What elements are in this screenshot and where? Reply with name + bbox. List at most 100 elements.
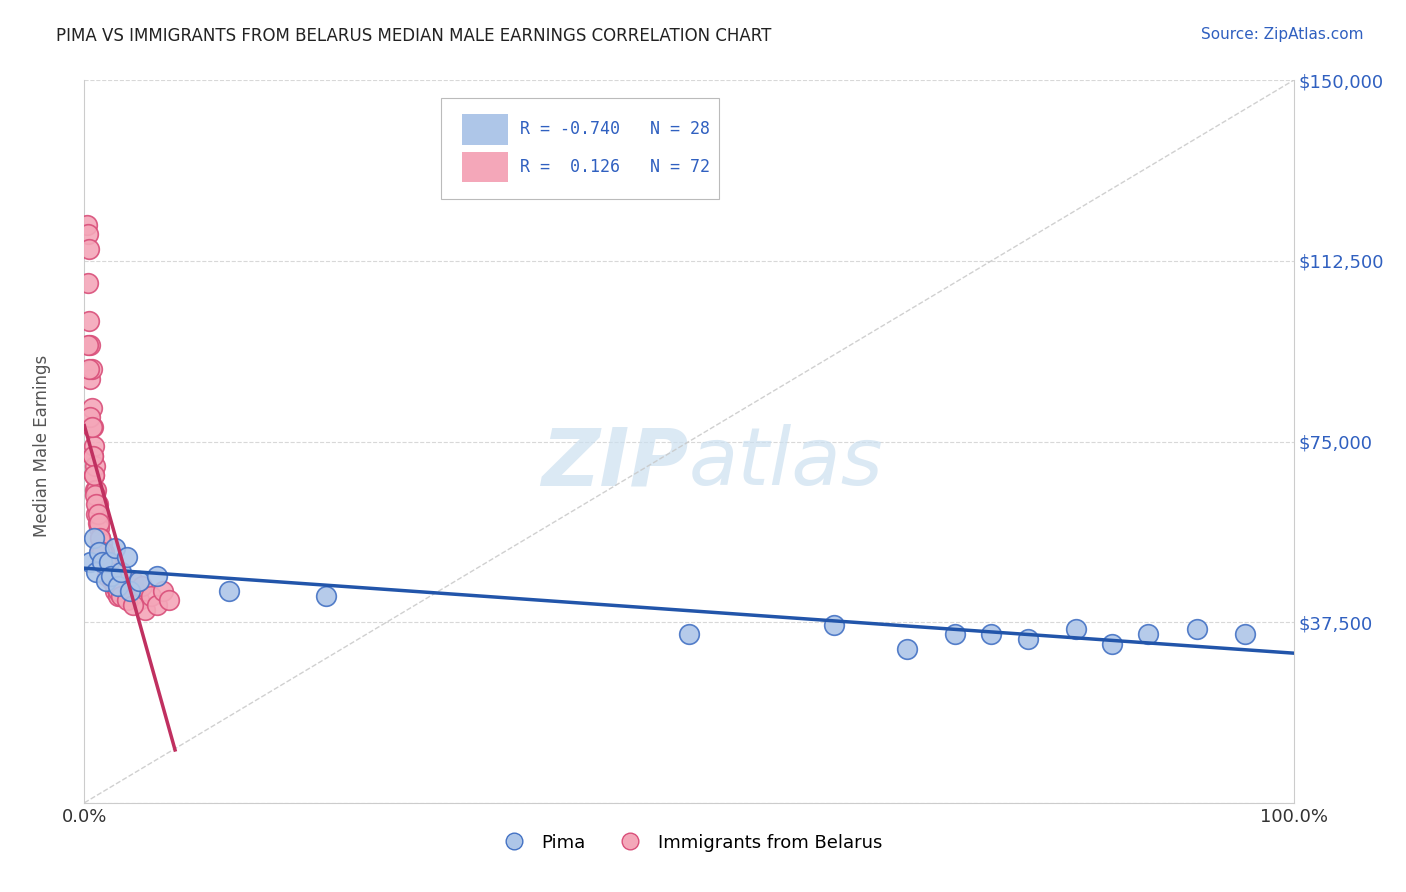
Point bbox=[1234, 627, 1257, 641]
Point bbox=[94, 555, 117, 569]
FancyBboxPatch shape bbox=[441, 98, 720, 200]
Point bbox=[82, 449, 104, 463]
Point bbox=[97, 555, 120, 569]
Point bbox=[98, 565, 121, 579]
Point bbox=[97, 565, 120, 579]
Point bbox=[86, 516, 108, 531]
Point bbox=[146, 599, 169, 613]
Point bbox=[139, 589, 162, 603]
Point bbox=[83, 468, 105, 483]
Point bbox=[1064, 623, 1087, 637]
Point bbox=[87, 521, 110, 535]
Point bbox=[94, 574, 117, 589]
Point bbox=[86, 507, 108, 521]
Point bbox=[79, 410, 101, 425]
Point bbox=[121, 574, 143, 589]
Point bbox=[110, 589, 132, 603]
Point bbox=[678, 627, 700, 641]
Point bbox=[80, 401, 103, 415]
Point bbox=[77, 276, 100, 290]
Point bbox=[84, 487, 107, 501]
FancyBboxPatch shape bbox=[461, 114, 508, 145]
Point bbox=[101, 574, 124, 589]
Text: PIMA VS IMMIGRANTS FROM BELARUS MEDIAN MALE EARNINGS CORRELATION CHART: PIMA VS IMMIGRANTS FROM BELARUS MEDIAN M… bbox=[56, 27, 772, 45]
Text: R =  0.126   N = 72: R = 0.126 N = 72 bbox=[520, 158, 710, 176]
Point bbox=[115, 550, 138, 565]
Point bbox=[89, 531, 111, 545]
Point bbox=[80, 420, 103, 434]
Point bbox=[91, 545, 114, 559]
Point bbox=[77, 242, 100, 256]
Point bbox=[77, 338, 100, 352]
FancyBboxPatch shape bbox=[461, 152, 508, 182]
Point bbox=[84, 483, 107, 497]
Point bbox=[89, 531, 111, 545]
Point bbox=[1101, 637, 1123, 651]
Point bbox=[110, 574, 132, 589]
Point bbox=[104, 583, 127, 598]
Point bbox=[117, 579, 139, 593]
Point bbox=[100, 569, 122, 583]
Point bbox=[94, 559, 117, 574]
Point bbox=[86, 507, 108, 521]
Text: Source: ZipAtlas.com: Source: ZipAtlas.com bbox=[1201, 27, 1364, 42]
Point bbox=[97, 555, 120, 569]
Point bbox=[76, 218, 98, 232]
Point bbox=[83, 439, 105, 453]
Point bbox=[77, 362, 100, 376]
Point bbox=[103, 565, 125, 579]
Point bbox=[93, 545, 115, 559]
Text: ZIP: ZIP bbox=[541, 425, 689, 502]
Point bbox=[315, 589, 337, 603]
Point bbox=[1185, 623, 1208, 637]
Point bbox=[91, 555, 114, 569]
Point bbox=[110, 565, 132, 579]
Point bbox=[89, 541, 111, 555]
Point bbox=[77, 227, 100, 242]
Point bbox=[128, 574, 150, 589]
Point bbox=[91, 555, 114, 569]
Point bbox=[96, 569, 118, 583]
Point bbox=[134, 603, 156, 617]
Point bbox=[90, 545, 112, 559]
Point bbox=[152, 583, 174, 598]
Point bbox=[107, 579, 129, 593]
Point bbox=[80, 362, 103, 376]
Point bbox=[82, 449, 104, 463]
Point bbox=[107, 583, 129, 598]
Point bbox=[86, 565, 108, 579]
Point bbox=[107, 589, 129, 603]
Point bbox=[83, 531, 105, 545]
Point bbox=[86, 497, 108, 511]
Point bbox=[896, 641, 918, 656]
Point bbox=[79, 555, 101, 569]
Point bbox=[83, 468, 105, 483]
Point bbox=[218, 583, 240, 598]
Point bbox=[146, 569, 169, 583]
Point bbox=[77, 314, 100, 328]
Text: Median Male Earnings: Median Male Earnings bbox=[34, 355, 51, 537]
Point bbox=[79, 338, 101, 352]
Point bbox=[100, 569, 122, 583]
Point bbox=[84, 458, 107, 473]
Point bbox=[114, 589, 136, 603]
Point bbox=[131, 579, 153, 593]
Point bbox=[120, 589, 142, 603]
Text: R = -0.740   N = 28: R = -0.740 N = 28 bbox=[520, 120, 710, 138]
Point bbox=[100, 569, 122, 583]
Point bbox=[1017, 632, 1039, 646]
Point bbox=[82, 420, 104, 434]
Point bbox=[115, 593, 138, 607]
Point bbox=[104, 579, 127, 593]
Text: atlas: atlas bbox=[689, 425, 884, 502]
Point bbox=[105, 579, 128, 593]
Point bbox=[112, 583, 135, 598]
Point bbox=[124, 583, 146, 598]
Point bbox=[104, 541, 127, 555]
Point bbox=[79, 372, 101, 386]
Point bbox=[104, 574, 127, 589]
Point bbox=[86, 497, 108, 511]
Point bbox=[1137, 627, 1160, 641]
Point bbox=[120, 583, 142, 598]
Point bbox=[157, 593, 180, 607]
